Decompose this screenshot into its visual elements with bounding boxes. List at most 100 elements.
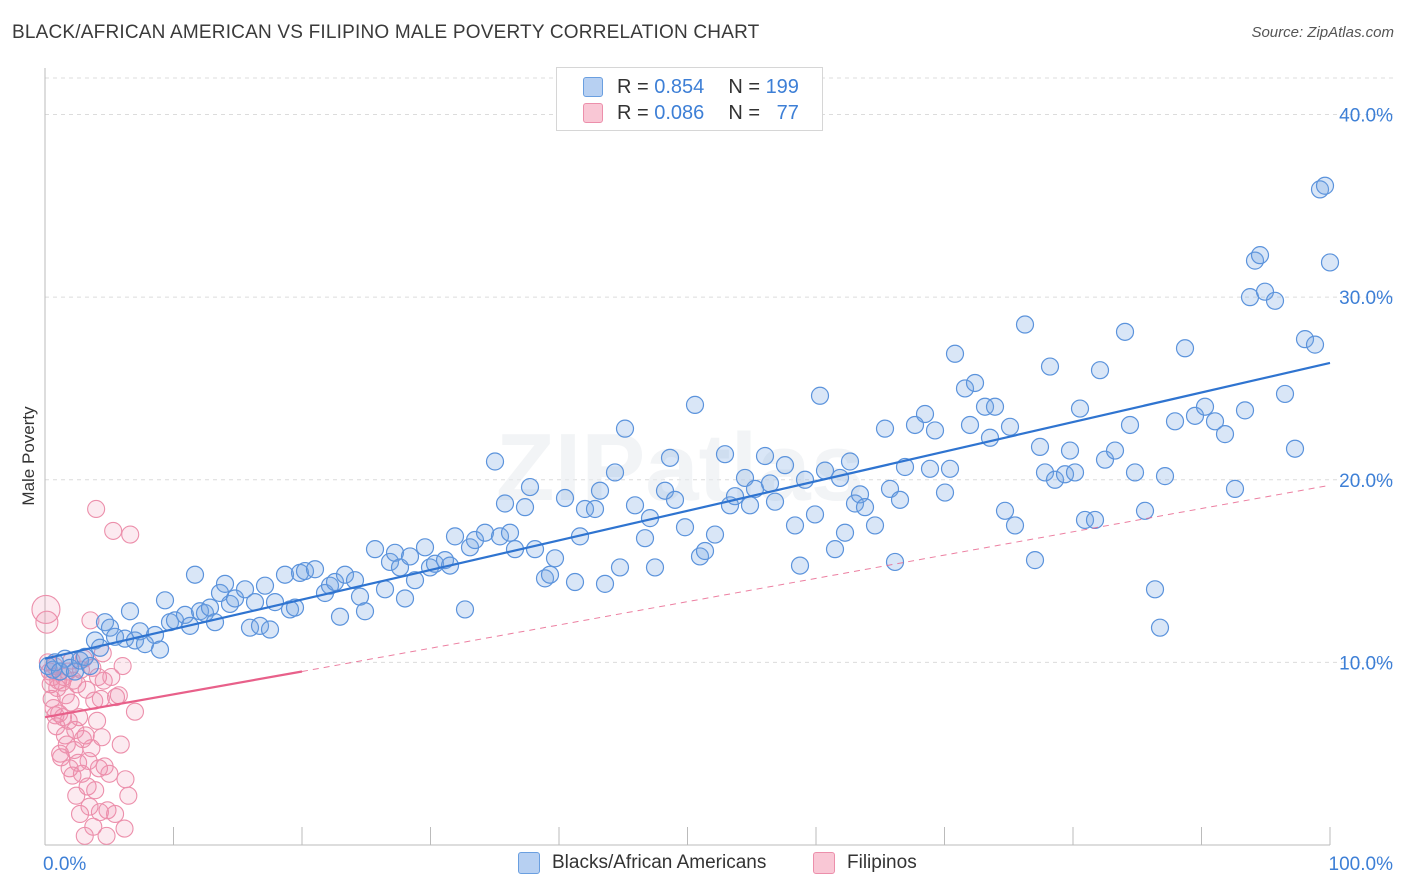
blacks-point xyxy=(845,494,865,513)
x-tick-label-max: 100.0% xyxy=(1329,854,1394,875)
blacks-point xyxy=(1095,450,1115,469)
blacks-point xyxy=(625,496,645,515)
blacks-point xyxy=(945,344,965,363)
blacks-point xyxy=(540,565,560,584)
filipinos-point xyxy=(88,711,107,730)
blacks-point xyxy=(260,620,280,639)
blacks-point xyxy=(755,446,775,466)
filipinos-point xyxy=(70,804,90,824)
filipinos-point xyxy=(87,499,106,519)
blacks-point xyxy=(765,492,785,511)
blacks-point xyxy=(1195,397,1215,416)
blacks-point xyxy=(215,574,235,593)
filipinos-point xyxy=(109,686,128,705)
blacks-point xyxy=(810,386,830,405)
x-tick-label-min: 0.0% xyxy=(43,854,86,875)
y-tick-label: 20.0% xyxy=(1339,471,1393,492)
blacks-point xyxy=(520,477,540,497)
blacks-point xyxy=(690,547,710,566)
blacks-point xyxy=(865,516,885,535)
trend-lines xyxy=(44,361,1331,719)
blacks-point xyxy=(380,552,400,572)
blacks-point xyxy=(975,397,995,416)
blacks-point xyxy=(665,490,685,509)
blacks-points xyxy=(38,176,1340,681)
blacks-point xyxy=(635,529,655,548)
blacks-trend-line xyxy=(44,361,1331,660)
filipinos-swatch xyxy=(583,103,603,123)
blacks-point xyxy=(1285,439,1305,458)
n-label: N = xyxy=(728,75,760,98)
blacks-point xyxy=(1120,415,1140,435)
blacks-point xyxy=(1275,384,1295,404)
blacks-point xyxy=(330,607,350,626)
blacks-point xyxy=(1245,251,1265,270)
filipinos-point xyxy=(77,680,96,699)
blacks-point xyxy=(1315,176,1335,195)
series-legend: Blacks/African Americans Filipinos xyxy=(0,852,1406,878)
blacks-point xyxy=(1135,501,1155,520)
blacks-point xyxy=(275,565,295,584)
blacks-point xyxy=(345,571,365,590)
n-value-blacks: 199 xyxy=(765,75,799,98)
blacks-point xyxy=(1115,322,1135,341)
blacks-point xyxy=(405,571,425,590)
blacks-point xyxy=(350,587,370,606)
blacks-point xyxy=(400,547,420,566)
blacks-point xyxy=(1060,441,1080,460)
blacks-point xyxy=(855,498,875,517)
r-value-filipinos: 0.086 xyxy=(654,101,705,124)
blacks-point xyxy=(915,404,935,424)
blacks-point xyxy=(1320,253,1340,272)
blacks-point xyxy=(1175,339,1195,358)
blacks-point xyxy=(435,551,455,570)
legend-label-filipinos: Filipinos xyxy=(847,852,917,873)
legend-item-filipinos[interactable]: Filipinos xyxy=(813,852,917,874)
blacks-point xyxy=(250,616,270,635)
filipinos-point xyxy=(121,525,140,544)
filipinos-point xyxy=(86,781,105,800)
blacks-point xyxy=(150,640,170,659)
blacks-point xyxy=(515,498,535,517)
legend-row-blacks: R = 0.854 N = 199 xyxy=(557,74,799,100)
correlation-legend: R = 0.854 N = 199 R = 0.086 N = 77 xyxy=(556,67,823,131)
blacks-point xyxy=(1015,315,1035,334)
y-tick-label: 40.0% xyxy=(1339,106,1393,127)
filipinos-point xyxy=(80,797,99,816)
blacks-point xyxy=(120,602,140,621)
filipinos-point xyxy=(102,667,121,687)
blacks-point xyxy=(365,540,385,559)
legend-item-blacks[interactable]: Blacks/African Americans xyxy=(518,852,766,874)
source-label: Source: ZipAtlas.com xyxy=(1251,24,1394,41)
filipinos-point xyxy=(82,739,101,758)
blacks-point xyxy=(1225,479,1245,498)
blacks-point xyxy=(1215,425,1235,444)
filipinos-point xyxy=(104,521,123,540)
blacks-point xyxy=(980,428,1000,447)
blacks-point xyxy=(1065,463,1085,482)
blacks-point xyxy=(935,483,955,502)
blacks-point xyxy=(1090,361,1110,380)
blacks-point xyxy=(645,558,665,577)
blacks-point xyxy=(840,452,860,471)
blacks-point xyxy=(1005,516,1025,535)
blacks-point xyxy=(1255,282,1275,301)
blacks-point xyxy=(785,516,805,535)
filipinos-point xyxy=(119,786,138,805)
blacks-point xyxy=(1070,399,1090,418)
blacks-point xyxy=(155,591,175,610)
blacks-point xyxy=(500,523,520,542)
blacks-point xyxy=(1295,330,1315,349)
blacks-point xyxy=(790,556,810,575)
blacks-point xyxy=(1155,467,1175,486)
blacks-point xyxy=(590,481,610,500)
blacks-point xyxy=(610,558,630,577)
blacks-point xyxy=(305,560,325,579)
blacks-point xyxy=(615,419,635,438)
blacks-point xyxy=(1125,463,1145,482)
blacks-point xyxy=(1165,412,1185,431)
blacks-point xyxy=(595,574,615,593)
blacks-point xyxy=(925,421,945,440)
legend-row-filipinos: R = 0.086 N = 77 xyxy=(557,100,799,126)
blacks-point xyxy=(545,549,565,568)
